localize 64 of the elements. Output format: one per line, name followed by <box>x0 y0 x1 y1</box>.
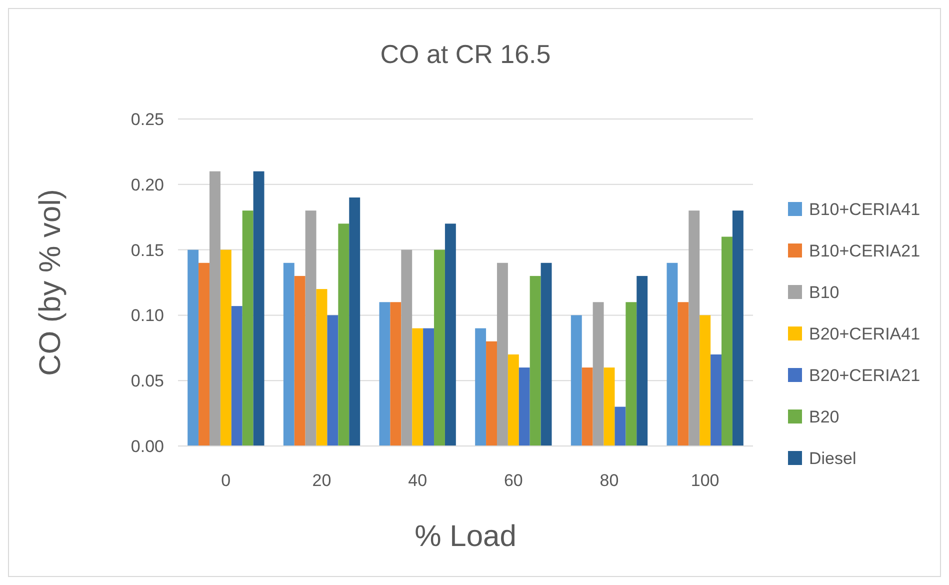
bar <box>666 262 678 446</box>
bar <box>486 341 497 446</box>
bar <box>327 315 338 446</box>
bar <box>423 328 434 446</box>
chart-title: CO at CR 16.5 <box>380 39 551 69</box>
bar <box>508 354 519 446</box>
bar <box>305 210 316 446</box>
bar <box>242 210 254 446</box>
bar <box>688 210 700 446</box>
bar <box>294 276 306 446</box>
bar <box>253 171 264 446</box>
bar <box>475 328 486 446</box>
bar <box>700 315 711 446</box>
bar <box>570 315 582 446</box>
bar <box>496 262 508 446</box>
bar <box>316 289 328 446</box>
bar <box>530 276 541 446</box>
bar <box>379 302 390 446</box>
x-tick-label: 20 <box>312 471 332 490</box>
bar <box>188 250 199 446</box>
bar <box>626 302 637 446</box>
bar <box>518 368 530 446</box>
bar <box>283 262 294 446</box>
bar <box>604 368 615 446</box>
bar <box>582 368 593 446</box>
bar <box>434 250 445 446</box>
bar <box>592 302 604 446</box>
bar <box>401 250 412 446</box>
legend-label: B10+CERIA21 <box>809 241 920 260</box>
x-axis-title: % Load <box>414 520 516 553</box>
y-tick-label: 0.10 <box>130 306 164 326</box>
x-tick-label: 100 <box>690 471 720 490</box>
x-tick-label: 0 <box>221 471 231 490</box>
x-tick-label: 60 <box>504 471 523 490</box>
legend-label: B20 <box>809 407 840 426</box>
bar <box>678 302 689 446</box>
y-tick-label: 0.05 <box>130 372 164 391</box>
bar <box>198 262 210 446</box>
legend-label: Diesel <box>809 448 856 468</box>
bar <box>732 210 744 446</box>
y-tick-label: 0.25 <box>130 110 164 129</box>
y-tick-label: 0.20 <box>130 175 164 194</box>
bar <box>231 306 242 446</box>
legend-label: B20+CERIA21 <box>809 366 920 385</box>
bar <box>614 406 626 446</box>
bar <box>349 197 360 446</box>
legend-label: B10 <box>809 282 840 302</box>
bar <box>412 328 424 446</box>
bar <box>636 276 648 446</box>
bar <box>444 224 456 446</box>
x-tick-label: 40 <box>408 471 428 490</box>
y-tick-label: 0.00 <box>130 436 164 456</box>
x-tick-label: 80 <box>600 471 619 490</box>
bar <box>540 262 552 446</box>
bar <box>710 354 722 446</box>
bar <box>722 236 732 446</box>
y-tick-label: 0.15 <box>130 240 164 260</box>
bar <box>220 250 232 446</box>
bar <box>338 224 350 446</box>
bar <box>209 171 220 446</box>
legend-label: B10+CERIA41 <box>809 200 920 219</box>
y-axis-title: CO (by % vol) <box>34 189 67 376</box>
legend-label: B20+CERIA41 <box>809 324 920 344</box>
bar <box>390 302 402 446</box>
